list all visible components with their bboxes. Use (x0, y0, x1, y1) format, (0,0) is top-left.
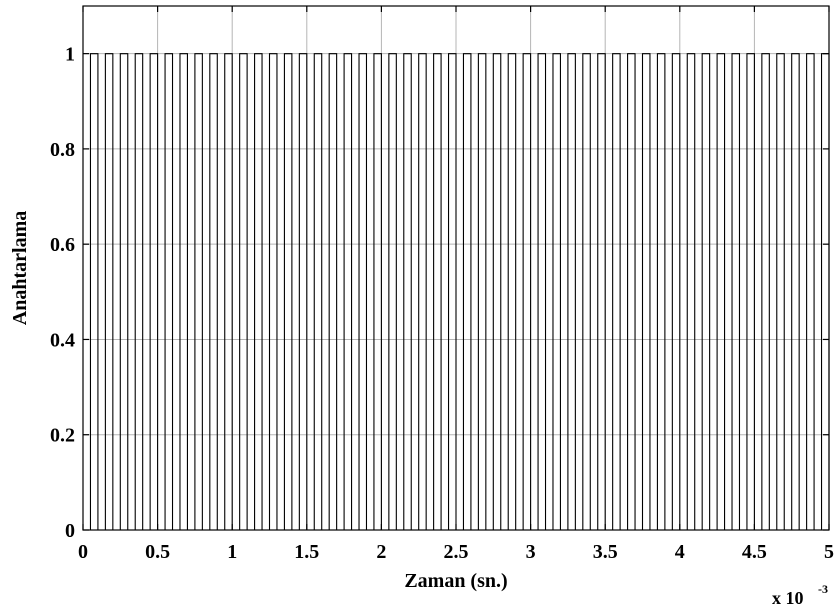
y-tick-label: 0.4 (50, 329, 75, 351)
x-tick-label: 2 (376, 541, 386, 563)
y-tick-label: 0.8 (50, 139, 75, 161)
x-tick-label: 4.5 (742, 541, 767, 563)
y-axis-label: Anahtarlama (9, 211, 31, 325)
x-tick-label: 0 (78, 541, 88, 563)
x-tick-label: 2.5 (444, 541, 469, 563)
y-tick-label: 1 (65, 44, 75, 66)
x-tick-label: 1.5 (294, 541, 319, 563)
x-tick-label: 3 (526, 541, 536, 563)
y-tick-label: 0 (65, 520, 75, 542)
x-tick-label: 3.5 (593, 541, 618, 563)
y-tick-label: 0.2 (50, 425, 75, 447)
x-tick-label: 1 (227, 541, 237, 563)
tick-marks (82, 6, 830, 531)
x-tick-label: 4 (675, 541, 685, 563)
x-tick-label: 0.5 (145, 541, 170, 563)
x-multiplier-exponent: -3 (818, 582, 828, 596)
x-tick-label: 5 (824, 541, 834, 563)
y-tick-labels: 0 0.2 0.4 0.6 0.8 1 (50, 44, 75, 542)
x-multiplier-label: x 10 (772, 588, 804, 608)
y-tick-label: 0.6 (50, 234, 75, 256)
x-axis-label: Zaman (sn.) (404, 570, 507, 592)
x-tick-labels: 0 0.5 1 1.5 2 2.5 3 3.5 4 4.5 5 (78, 541, 834, 563)
